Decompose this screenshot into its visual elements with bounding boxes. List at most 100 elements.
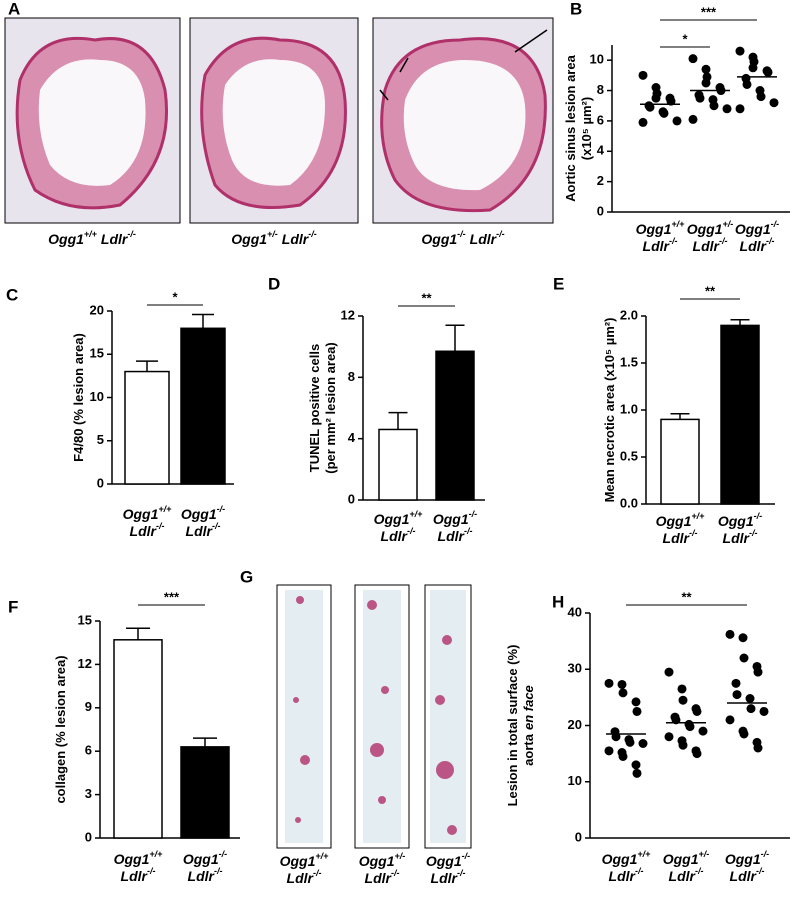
gene: Ogg1 <box>636 221 672 237</box>
y-axis-label: Aortic sinus lesion area <box>563 54 578 201</box>
allele: -/- <box>635 866 644 876</box>
label-text: (x10⁵ µm²) <box>579 97 594 160</box>
category-label: Ldlr-/- <box>723 528 758 545</box>
aorta <box>363 590 401 843</box>
category-label: Ogg1-/- <box>718 511 762 528</box>
y-axis-label: aorta en face <box>521 685 536 766</box>
gene: Ldlr <box>609 868 637 884</box>
gene: Ldlr <box>121 868 149 884</box>
category-label: Ldlr-/- <box>438 526 473 543</box>
y-tick-label: 5 <box>97 432 104 447</box>
gene: Ldlr <box>186 523 214 539</box>
label-text: collagen (% lesion area) <box>53 655 68 803</box>
category-label: Ogg1+/+ <box>636 219 686 236</box>
significance-label: ** <box>421 290 432 305</box>
allele: -/- <box>147 866 156 876</box>
gene: Ogg1 <box>735 221 771 237</box>
data-point <box>618 688 628 698</box>
y-tick-label: 0.5 <box>620 448 638 463</box>
data-point <box>735 104 745 114</box>
allele: -/- <box>761 849 770 859</box>
error-bar <box>136 360 158 372</box>
data-point <box>604 678 614 688</box>
y-tick-label: 8 <box>597 82 604 97</box>
category-label: Ogg1+/+ <box>280 851 330 868</box>
panel-letter: D <box>268 274 280 293</box>
error-bar <box>126 627 150 640</box>
allele: -/- <box>212 521 221 531</box>
label-text: Aortic sinus lesion area <box>563 54 578 201</box>
y-tick-label: 0.0 <box>620 495 638 510</box>
allele: -/- <box>313 868 322 878</box>
category-label: Ldlr-/- <box>188 866 223 883</box>
y-tick-label: 15 <box>78 612 92 627</box>
data-point <box>756 92 766 102</box>
allele: -/- <box>214 866 223 876</box>
allele: -/- <box>496 229 505 239</box>
significance-label: * <box>682 31 688 46</box>
category-label: Ogg1-/- <box>725 849 769 866</box>
y-tick-label: 0 <box>97 475 104 490</box>
data-point <box>732 690 742 700</box>
y-tick-label: 12 <box>78 656 92 671</box>
y-tick-label: 30 <box>568 661 582 676</box>
y-tick-label: 0 <box>85 829 92 844</box>
y-tick-label: 10 <box>590 52 604 67</box>
data-point <box>753 743 763 753</box>
bar <box>435 350 475 501</box>
y-axis-label: TUNEL positive cells <box>307 344 322 472</box>
allele: -/- <box>217 504 226 514</box>
y-tick-label: 4 <box>348 430 356 445</box>
allele: -/- <box>308 229 317 239</box>
y-tick-label: 2 <box>597 173 604 188</box>
gene: Ogg1 <box>602 851 638 867</box>
bar <box>720 324 760 505</box>
label-italic: en face <box>521 685 536 730</box>
error-bar <box>388 411 408 430</box>
category-label: Ldlr-/- <box>693 236 728 253</box>
en-face-images <box>276 584 472 849</box>
gene: Ldlr <box>693 238 721 254</box>
gene: Ldlr <box>188 868 216 884</box>
error-bar <box>193 737 217 747</box>
data-point <box>638 70 648 80</box>
allele: +/+ <box>158 504 172 514</box>
gene: Ogg1 <box>359 853 395 869</box>
category-label: Ogg1+/- <box>359 851 406 868</box>
label-text: Lesion in total surface (%) <box>505 645 520 807</box>
gene: Ogg1 <box>48 231 84 247</box>
data-point <box>631 760 641 770</box>
gene: Ogg1 <box>231 231 267 247</box>
category-label: Ldlr-/- <box>431 868 466 885</box>
panel-letter: A <box>8 0 20 18</box>
gene: Ogg1 <box>374 511 410 527</box>
gene: Ldlr <box>365 870 393 886</box>
category-label: Ogg1+/- <box>687 219 734 236</box>
category-label: Ogg1-/- <box>735 219 779 236</box>
gene: Ldlr <box>101 231 129 247</box>
category-label: Ogg1+/+ <box>374 509 424 526</box>
y-tick-label: 10 <box>568 773 582 788</box>
gene: Ogg1 <box>656 513 692 529</box>
error-bar <box>192 313 214 329</box>
significance-label: ** <box>705 283 716 298</box>
category-label: Ldlr-/- <box>669 866 704 883</box>
allele: -/- <box>457 229 466 239</box>
gene: Ogg1 <box>123 506 159 522</box>
data-point <box>692 749 702 759</box>
y-tick-label: 4 <box>597 143 605 158</box>
y-tick-label: 8 <box>348 369 355 384</box>
data-point <box>666 96 676 106</box>
arrow <box>379 89 389 101</box>
data-point <box>625 737 635 747</box>
data-point <box>769 98 779 108</box>
data-point <box>725 715 735 725</box>
category-label: Ogg1+/+ <box>114 849 164 866</box>
data-point <box>759 706 769 716</box>
label-text: TUNEL positive cells <box>307 344 322 472</box>
lesion-spots <box>293 596 457 835</box>
category-label: Ogg1+/+ <box>602 849 652 866</box>
allele: +/+ <box>84 229 98 239</box>
category-label: Ldlr-/- <box>287 868 322 885</box>
data-point <box>672 116 682 126</box>
